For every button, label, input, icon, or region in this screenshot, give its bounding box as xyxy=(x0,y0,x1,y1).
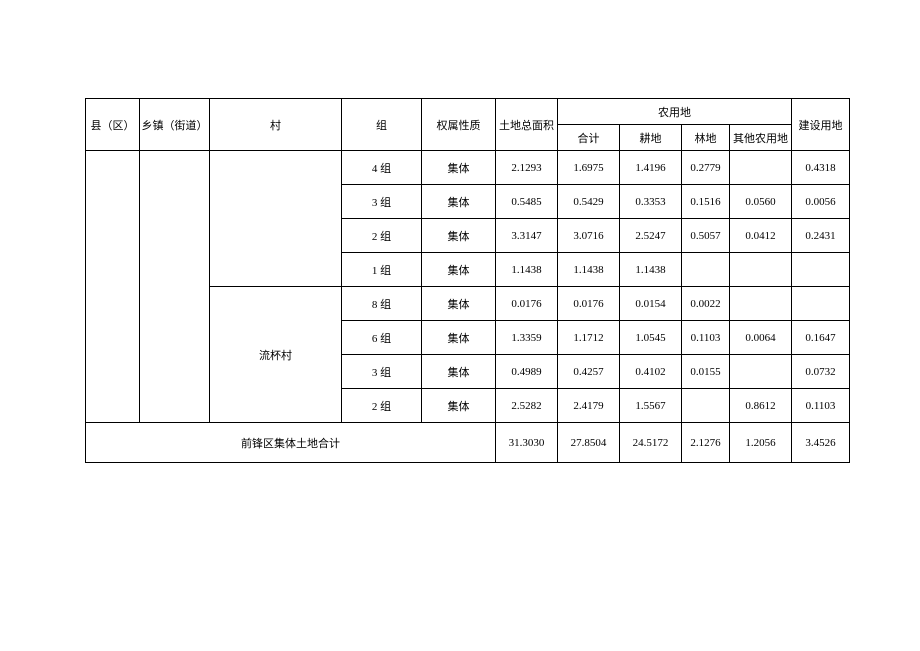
forest-cell xyxy=(682,389,730,423)
forest-cell: 0.0022 xyxy=(682,287,730,321)
construction-cell: 0.1647 xyxy=(792,321,850,355)
header-subtotal: 合计 xyxy=(558,125,620,151)
other-ag-cell: 0.0412 xyxy=(730,219,792,253)
group-cell: 2 组 xyxy=(342,219,422,253)
header-construction: 建设用地 xyxy=(792,99,850,151)
total-area-cell: 0.4989 xyxy=(496,355,558,389)
total-total-area: 31.3030 xyxy=(496,423,558,463)
group-cell: 2 组 xyxy=(342,389,422,423)
farmland-cell: 1.1438 xyxy=(620,253,682,287)
village-cell-liubei: 流杯村 xyxy=(210,287,342,423)
nature-cell: 集体 xyxy=(422,355,496,389)
other-ag-cell xyxy=(730,253,792,287)
farmland-cell: 0.4102 xyxy=(620,355,682,389)
total-other-ag: 1.2056 xyxy=(730,423,792,463)
town-cell xyxy=(140,151,210,423)
header-county: 县（区） xyxy=(86,99,140,151)
total-subtotal: 27.8504 xyxy=(558,423,620,463)
subtotal-cell: 1.1712 xyxy=(558,321,620,355)
group-cell: 6 组 xyxy=(342,321,422,355)
construction-cell: 0.2431 xyxy=(792,219,850,253)
farmland-cell: 0.0154 xyxy=(620,287,682,321)
total-area-cell: 2.5282 xyxy=(496,389,558,423)
construction-cell: 0.4318 xyxy=(792,151,850,185)
forest-cell: 0.1516 xyxy=(682,185,730,219)
group-cell: 3 组 xyxy=(342,185,422,219)
group-cell: 4 组 xyxy=(342,151,422,185)
other-ag-cell: 0.0064 xyxy=(730,321,792,355)
other-ag-cell: 0.8612 xyxy=(730,389,792,423)
total-area-cell: 0.0176 xyxy=(496,287,558,321)
construction-cell: 0.0056 xyxy=(792,185,850,219)
header-agricultural-parent: 农用地 xyxy=(558,99,792,125)
nature-cell: 集体 xyxy=(422,389,496,423)
forest-cell: 0.5057 xyxy=(682,219,730,253)
subtotal-cell: 1.1438 xyxy=(558,253,620,287)
total-forest: 2.1276 xyxy=(682,423,730,463)
total-area-cell: 3.3147 xyxy=(496,219,558,253)
other-ag-cell: 0.0560 xyxy=(730,185,792,219)
construction-cell xyxy=(792,287,850,321)
group-cell: 8 组 xyxy=(342,287,422,321)
total-label: 前锋区集体土地合计 xyxy=(86,423,496,463)
total-area-cell: 1.1438 xyxy=(496,253,558,287)
group-cell: 1 组 xyxy=(342,253,422,287)
farmland-cell: 2.5247 xyxy=(620,219,682,253)
other-ag-cell xyxy=(730,355,792,389)
header-farmland: 耕地 xyxy=(620,125,682,151)
header-forest: 林地 xyxy=(682,125,730,151)
construction-cell: 0.0732 xyxy=(792,355,850,389)
other-ag-cell xyxy=(730,151,792,185)
construction-cell xyxy=(792,253,850,287)
farmland-cell: 1.4196 xyxy=(620,151,682,185)
other-ag-cell xyxy=(730,287,792,321)
subtotal-cell: 3.0716 xyxy=(558,219,620,253)
subtotal-cell: 0.4257 xyxy=(558,355,620,389)
header-village: 村 xyxy=(210,99,342,151)
forest-cell: 0.0155 xyxy=(682,355,730,389)
total-area-cell: 0.5485 xyxy=(496,185,558,219)
subtotal-cell: 0.5429 xyxy=(558,185,620,219)
header-other-ag: 其他农用地 xyxy=(730,125,792,151)
header-town: 乡镇（街道） xyxy=(140,99,210,151)
land-area-table: 县（区） 乡镇（街道） 村 组 权属性质 土地总面积 农用地 建设用地 合计 耕… xyxy=(85,98,850,463)
nature-cell: 集体 xyxy=(422,253,496,287)
total-construction: 3.4526 xyxy=(792,423,850,463)
county-cell xyxy=(86,151,140,423)
subtotal-cell: 2.4179 xyxy=(558,389,620,423)
total-area-cell: 2.1293 xyxy=(496,151,558,185)
group-cell: 3 组 xyxy=(342,355,422,389)
farmland-cell: 1.0545 xyxy=(620,321,682,355)
nature-cell: 集体 xyxy=(422,321,496,355)
nature-cell: 集体 xyxy=(422,185,496,219)
farmland-cell: 1.5567 xyxy=(620,389,682,423)
forest-cell: 0.1103 xyxy=(682,321,730,355)
header-nature: 权属性质 xyxy=(422,99,496,151)
farmland-cell: 0.3353 xyxy=(620,185,682,219)
nature-cell: 集体 xyxy=(422,287,496,321)
forest-cell: 0.2779 xyxy=(682,151,730,185)
subtotal-cell: 1.6975 xyxy=(558,151,620,185)
header-group: 组 xyxy=(342,99,422,151)
subtotal-cell: 0.0176 xyxy=(558,287,620,321)
total-farmland: 24.5172 xyxy=(620,423,682,463)
construction-cell: 0.1103 xyxy=(792,389,850,423)
nature-cell: 集体 xyxy=(422,219,496,253)
header-total-area: 土地总面积 xyxy=(496,99,558,151)
forest-cell xyxy=(682,253,730,287)
total-area-cell: 1.3359 xyxy=(496,321,558,355)
village-cell-1 xyxy=(210,151,342,287)
nature-cell: 集体 xyxy=(422,151,496,185)
